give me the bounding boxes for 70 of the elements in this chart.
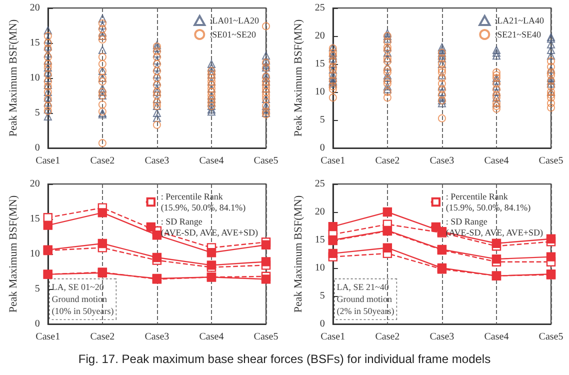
x-tick-label: Case2	[90, 332, 115, 342]
x-tick-label: Case1	[36, 156, 60, 166]
point	[261, 257, 271, 266]
point	[382, 207, 392, 217]
x-tick-label: Case4	[484, 156, 509, 166]
y-tick-label: 20	[30, 2, 40, 14]
y-tick-label: 15	[30, 38, 40, 48]
point	[261, 240, 271, 250]
y-tick-label: 20	[30, 178, 40, 190]
y-tick-label: 5	[320, 290, 325, 302]
point	[328, 248, 338, 258]
point	[546, 234, 556, 244]
point	[43, 220, 52, 230]
legend-label: :SE01~SE20	[210, 30, 257, 40]
x-tick-label: Case1	[320, 332, 346, 342]
point	[98, 238, 108, 248]
y-tick-label: 10	[30, 72, 40, 84]
x-tick-label: Case2	[375, 156, 400, 166]
x-tick-label: Case4	[199, 332, 224, 342]
y-tick-label: 0	[34, 142, 40, 154]
x-tick-label: Case3	[430, 156, 454, 166]
y-tick-label: 15	[314, 234, 325, 246]
x-tick-label: Case1	[36, 332, 60, 342]
y-tick-label: 5	[320, 114, 325, 126]
point	[206, 248, 216, 258]
x-tick-label: Case2	[375, 332, 400, 342]
legend-label: :SE21~SE40	[494, 30, 542, 40]
x-tick-label: Case1	[320, 156, 346, 166]
y-tick-label: 10	[30, 248, 40, 260]
y-tick-label: 5	[34, 108, 40, 118]
y-tick-label: 20	[314, 206, 325, 218]
point	[382, 243, 392, 252]
y-tick-label: 20	[314, 30, 325, 42]
x-tick-label: Case2	[90, 156, 115, 166]
legend-label: : Percentile Rank (15.9%, 50.0%, 84.1%)	[160, 192, 246, 212]
y-tick-label: 25	[314, 178, 325, 190]
point	[152, 230, 162, 240]
point	[328, 222, 338, 232]
caption: Fig. 17. Peak maximum base shear forces (BSFs) for individual frame models	[77, 352, 492, 366]
y-tick-label: 0	[320, 318, 325, 330]
y-tick-label: 10	[314, 262, 325, 274]
point	[98, 208, 108, 218]
y-tick-label: 25	[314, 2, 325, 14]
y-tick-label: 0	[320, 142, 325, 154]
y-tick-label: 0	[34, 318, 40, 330]
y-tick-label: 10	[314, 86, 325, 98]
y-axis-title: Peak Maximum BSF(MN)	[8, 195, 20, 313]
point	[261, 274, 271, 284]
y-axis-title: Peak Maximum BSF(MN)	[292, 195, 304, 313]
x-tick-label: Case5	[254, 156, 278, 166]
y-tick-label: 15	[30, 214, 40, 224]
legend-label: :LA21~LA40	[494, 16, 544, 26]
y-axis-title: Peak Maximum BSF(MN)	[292, 19, 304, 137]
y-axis-title: Peak Maximum BSF(MN)	[8, 19, 20, 137]
x-tick-label: Case3	[430, 332, 454, 342]
x-tick-label: Case4	[484, 332, 509, 342]
point	[546, 252, 556, 262]
x-tick-label: Case3	[144, 156, 170, 166]
x-tick-label: Case4	[199, 156, 224, 166]
point	[492, 238, 502, 248]
x-tick-label: Case5	[254, 332, 278, 342]
legend-label: :LA01~LA20	[210, 16, 260, 26]
y-tick-label: 15	[314, 58, 325, 70]
x-tick-label: Case5	[538, 156, 564, 166]
legend-label: : Percentile Rank (15.9%, 50.0%, 84.1%)	[446, 192, 531, 212]
x-tick-label: Case3	[144, 332, 170, 342]
x-tick-label: Case5	[538, 332, 564, 342]
y-tick-label: 5	[34, 284, 40, 294]
point	[492, 254, 502, 264]
point	[152, 252, 162, 262]
